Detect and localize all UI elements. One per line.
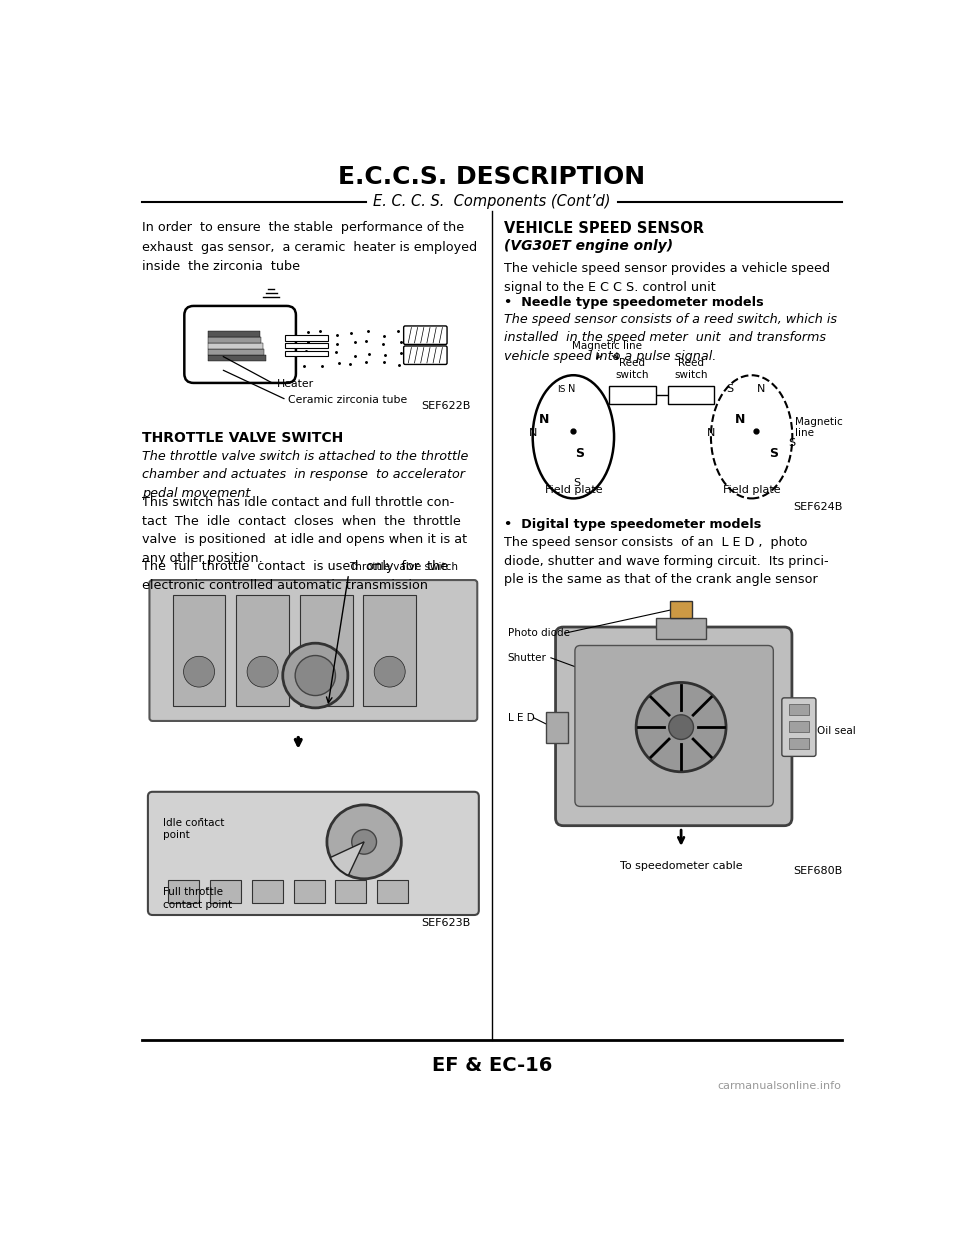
Text: To speedometer cable: To speedometer cable — [620, 861, 742, 871]
FancyBboxPatch shape — [556, 627, 792, 826]
Bar — [300, 595, 352, 706]
Bar — [285, 350, 327, 355]
Text: N: N — [708, 428, 715, 438]
Text: THROTTLE VALVE SWITCH: THROTTLE VALVE SWITCH — [142, 432, 343, 445]
Bar — [168, 880, 199, 903]
Text: •  Needle type speedometer models: • Needle type speedometer models — [504, 296, 764, 308]
Text: IS: IS — [558, 385, 566, 394]
Circle shape — [636, 682, 726, 771]
Text: SEF680B: SEF680B — [793, 866, 842, 876]
Text: Shutter: Shutter — [508, 653, 546, 663]
Circle shape — [183, 656, 214, 687]
Ellipse shape — [711, 375, 792, 499]
Bar — [285, 343, 327, 348]
FancyBboxPatch shape — [403, 346, 447, 364]
Text: The speed sensor consists of a reed switch, which is
installed  in the speed met: The speed sensor consists of a reed swit… — [504, 313, 837, 363]
Text: •  Digital type speedometer models: • Digital type speedometer models — [504, 518, 761, 531]
Bar — [670, 601, 692, 618]
Text: The throttle valve switch is attached to the throttle
chamber and actuates  in r: The throttle valve switch is attached to… — [142, 450, 468, 500]
Bar — [789, 705, 809, 714]
Circle shape — [351, 829, 376, 854]
Text: N: N — [734, 413, 745, 427]
Text: (VG30ET engine only): (VG30ET engine only) — [504, 239, 674, 253]
Bar — [285, 336, 327, 341]
Bar — [668, 386, 714, 405]
Text: S: S — [769, 447, 778, 460]
Text: Idle contact
point: Idle contact point — [162, 818, 224, 840]
FancyBboxPatch shape — [403, 326, 447, 344]
FancyBboxPatch shape — [184, 306, 296, 383]
Bar — [377, 880, 408, 903]
Text: carmanualsonline.info: carmanualsonline.info — [717, 1081, 841, 1091]
Text: VEHICLE SPEED SENSOR: VEHICLE SPEED SENSOR — [504, 221, 705, 236]
Text: Ceramic zirconia tube: Ceramic zirconia tube — [288, 395, 407, 405]
Bar — [546, 712, 568, 743]
Circle shape — [283, 643, 348, 708]
Bar — [207, 355, 266, 362]
Text: Oil seal: Oil seal — [817, 726, 855, 735]
Text: Heater: Heater — [276, 380, 314, 390]
Text: Magnetic
line: Magnetic line — [795, 417, 843, 438]
Bar — [207, 337, 261, 343]
Text: SEF622B: SEF622B — [420, 401, 470, 411]
Circle shape — [311, 656, 342, 687]
Wedge shape — [330, 842, 364, 875]
Bar — [294, 880, 324, 903]
Text: L E D: L E D — [508, 713, 535, 723]
Circle shape — [374, 656, 405, 687]
Ellipse shape — [533, 375, 614, 499]
Text: Reed
switch: Reed switch — [615, 358, 649, 380]
Text: Photo diode: Photo diode — [508, 628, 569, 638]
Text: Full throttle
contact point: Full throttle contact point — [162, 887, 231, 909]
Text: The  full  throttle  contact  is used  only  for  the
electronic controlled auto: The full throttle contact is used only f… — [142, 560, 447, 591]
Text: The vehicle speed sensor provides a vehicle speed
signal to the E C C S. control: The vehicle speed sensor provides a vehi… — [504, 262, 830, 294]
Text: EF & EC-16: EF & EC-16 — [432, 1056, 552, 1075]
Text: Throttle valve switch: Throttle valve switch — [348, 563, 458, 573]
Text: E. C. C. S.  Components (Cont’d): E. C. C. S. Components (Cont’d) — [373, 195, 611, 210]
Text: N: N — [568, 384, 575, 394]
Bar — [789, 721, 809, 732]
FancyBboxPatch shape — [148, 792, 479, 914]
Circle shape — [669, 714, 693, 739]
Text: S: S — [575, 447, 584, 460]
Text: SEF623B: SEF623B — [421, 918, 470, 928]
Text: The speed sensor consists  of an  L E D ,  photo
diode, shutter and wave forming: The speed sensor consists of an L E D , … — [504, 536, 829, 586]
Text: Field plate: Field plate — [544, 485, 602, 495]
Bar — [789, 738, 809, 749]
Bar — [210, 880, 241, 903]
Bar — [207, 349, 264, 355]
FancyBboxPatch shape — [781, 698, 816, 756]
Circle shape — [327, 805, 401, 879]
Text: E.C.C.S. DESCRIPTION: E.C.C.S. DESCRIPTION — [339, 165, 645, 189]
Text: Reed
switch: Reed switch — [675, 358, 708, 380]
Circle shape — [295, 655, 335, 696]
Bar — [657, 618, 706, 639]
Text: S: S — [574, 478, 581, 487]
FancyBboxPatch shape — [575, 645, 774, 807]
Bar — [363, 595, 416, 706]
Text: S: S — [727, 384, 733, 394]
Text: Field plate: Field plate — [723, 485, 780, 495]
Bar — [236, 595, 289, 706]
Text: N: N — [756, 384, 765, 394]
Bar — [252, 880, 283, 903]
FancyBboxPatch shape — [150, 580, 477, 721]
Text: SEF624B: SEF624B — [793, 502, 842, 512]
Bar — [207, 331, 259, 337]
Text: N: N — [529, 428, 538, 438]
Text: S: S — [788, 438, 796, 448]
Text: In order  to ensure  the stable  performance of the
exhaust  gas sensor,  a cera: In order to ensure the stable performanc… — [142, 221, 477, 273]
Bar — [335, 880, 367, 903]
Text: Magnetic line: Magnetic line — [572, 342, 641, 352]
Text: This switch has idle contact and full throttle con-
tact  The  idle  contact  cl: This switch has idle contact and full th… — [142, 496, 467, 565]
Bar — [173, 595, 226, 706]
Bar — [609, 386, 656, 405]
Bar — [207, 343, 263, 349]
Circle shape — [247, 656, 278, 687]
Text: N: N — [539, 413, 549, 427]
